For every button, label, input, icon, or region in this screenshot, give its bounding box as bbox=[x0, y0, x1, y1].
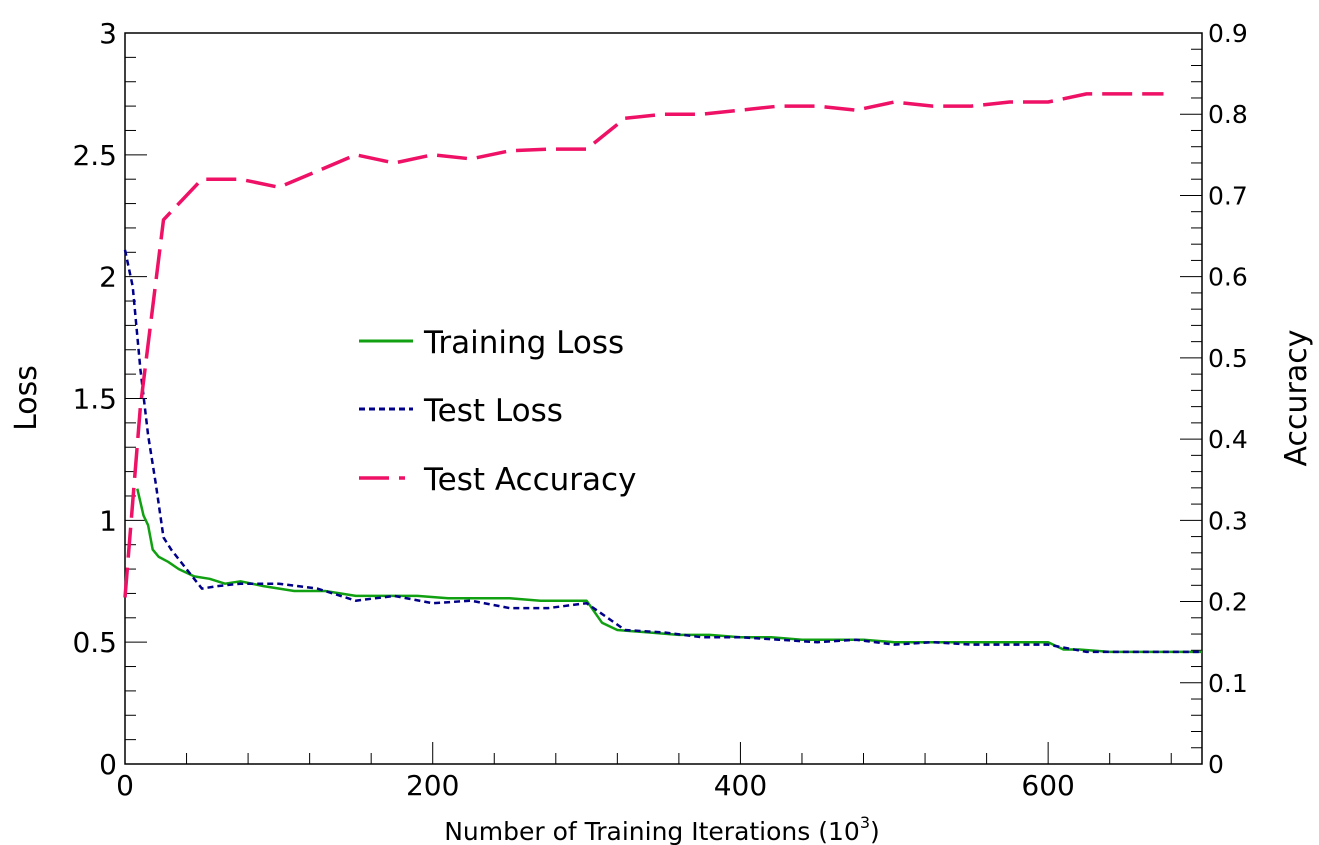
y-right-tick-label: 0.2 bbox=[1208, 588, 1248, 617]
series-line-training-loss bbox=[136, 488, 1202, 654]
y-right-tick-label: 0.6 bbox=[1208, 263, 1248, 292]
y-left-tick-label: 2 bbox=[99, 261, 117, 294]
x-tick-label: 600 bbox=[1021, 769, 1074, 802]
series-lines bbox=[123, 92, 1202, 654]
x-tick-label: 0 bbox=[116, 769, 134, 802]
series-line-test-accuracy bbox=[123, 92, 1164, 598]
y-right-tick-label: 0.9 bbox=[1208, 19, 1248, 48]
ticks bbox=[124, 32, 1202, 765]
y-axis-right-title: Accuracy bbox=[1279, 330, 1314, 467]
x-axis-title-suffix: ) bbox=[870, 817, 880, 845]
x-axis-title-sup: 3 bbox=[860, 813, 870, 832]
y-left-tick-label: 1 bbox=[99, 504, 117, 537]
plot-frame bbox=[124, 32, 1203, 765]
y-left-tick-label: 3 bbox=[99, 17, 117, 50]
y-right-tick-label: 0.5 bbox=[1208, 344, 1248, 373]
legend: Training Loss Test Loss Test Accuracy bbox=[359, 325, 636, 498]
y-left-tick-label: 0.5 bbox=[72, 626, 117, 659]
tick-labels: 0 200 400 600 0 0.5 1 1.5 2 2.5 3 0 0.1 0.2 0.3 0.4 0.5 0… bbox=[72, 17, 1247, 802]
y-left-tick-label: 0 bbox=[99, 748, 117, 781]
x-axis-title: Number of Training Iterations (103) bbox=[444, 813, 880, 845]
legend-label-training-loss: Training Loss bbox=[423, 325, 624, 361]
y-right-tick-label: 0.8 bbox=[1208, 100, 1248, 129]
legend-label-test-loss: Test Loss bbox=[423, 393, 563, 429]
y-right-tick-label: 0.1 bbox=[1208, 669, 1248, 698]
y-right-tick-label: 0 bbox=[1208, 750, 1224, 779]
y-left-tick-label: 2.5 bbox=[72, 139, 117, 172]
y-right-tick-label: 0.4 bbox=[1208, 425, 1248, 454]
x-axis-title-main: Number of Training Iterations (10 bbox=[444, 817, 860, 845]
x-tick-label: 400 bbox=[714, 769, 767, 802]
y-right-tick-label: 0.3 bbox=[1208, 506, 1248, 535]
series-line-test-loss bbox=[123, 249, 1202, 654]
y-left-tick-label: 1.5 bbox=[72, 383, 117, 416]
y-axis-left-title: Loss bbox=[9, 365, 44, 431]
y-right-tick-label: 0.7 bbox=[1208, 181, 1248, 210]
legend-label-test-accuracy: Test Accuracy bbox=[423, 462, 636, 498]
x-tick-label: 200 bbox=[406, 769, 459, 802]
